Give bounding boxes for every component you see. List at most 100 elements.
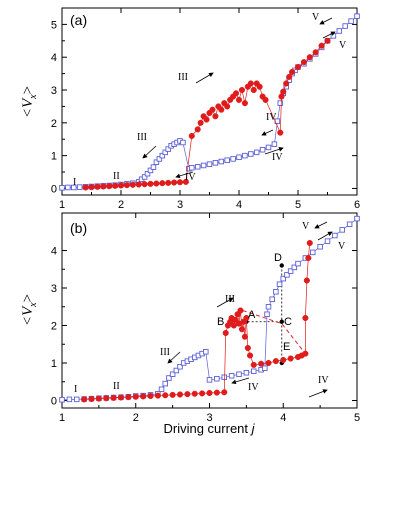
data-point-square (73, 396, 80, 403)
x-tick-label-4: 4 (236, 199, 242, 211)
regime-label-IV-a3: IV (272, 152, 283, 163)
data-point-circle (184, 391, 191, 398)
x-axis-label: Driving current j (163, 421, 255, 436)
point-label-D: D (274, 252, 282, 264)
panel-a-frame (61, 7, 358, 196)
data-point-circle (303, 277, 310, 284)
data-point-square (221, 374, 227, 381)
guide-red-dashed (242, 310, 306, 354)
data-point-square (295, 260, 301, 267)
regime-label-IV-b1: IV (248, 382, 259, 393)
data-point-circle (176, 179, 184, 186)
y-tick-label-0: 0 (51, 183, 57, 195)
data-point-square (277, 100, 284, 106)
data-point-circle (129, 181, 136, 188)
arrow-b-V-left (314, 221, 328, 229)
y-tick-label-3: 3 (51, 283, 57, 295)
data-point-circle (221, 389, 228, 396)
arrow-b-IV-left (231, 377, 250, 385)
data-point-circle (302, 350, 309, 357)
y-tick-label-5: 5 (51, 19, 57, 31)
panel-a-annotations: I II III III IV IV IV V V (73, 12, 347, 188)
x-tick-label-2: 2 (133, 412, 139, 424)
data-point-square (248, 151, 254, 157)
x-tick-label-6: 6 (354, 199, 360, 211)
ylabel-b-sub: x (28, 302, 39, 308)
data-point-circle (123, 182, 130, 189)
data-point-circle (209, 106, 216, 113)
data-point-circle (318, 42, 325, 49)
data-point-square (262, 365, 268, 372)
data-point-square (264, 311, 270, 318)
data-point-square (159, 152, 166, 159)
svg-text:<Vx>: <Vx> (20, 86, 39, 118)
data-point-circle (233, 90, 240, 97)
data-point-square (242, 152, 248, 159)
data-point-square (348, 18, 354, 24)
data-point-square (324, 238, 331, 244)
ylabel-b-main: <V (20, 305, 36, 326)
data-point-square (332, 232, 338, 239)
data-point-circle (238, 86, 245, 94)
data-point-circle (232, 316, 239, 323)
xlabel-prefix: Driving current (163, 421, 251, 436)
data-point-square (342, 23, 348, 29)
x-tick-label-2: 2 (118, 199, 124, 211)
x-tick-label-5: 5 (354, 412, 360, 424)
data-point-circle (235, 96, 243, 103)
data-point-circle (81, 396, 88, 403)
regime-label-V-a2: V (339, 40, 347, 51)
x-tick-label-1: 1 (59, 199, 65, 211)
arrow-b-V-right (317, 231, 333, 241)
arrow-b-IV-right (308, 389, 328, 398)
point-D (279, 263, 284, 268)
xlabel-var: j (250, 421, 256, 436)
data-point-circle (262, 96, 269, 103)
data-point-square (66, 396, 73, 403)
regime-label-V-b2: V (338, 241, 346, 252)
data-point-square (150, 164, 157, 170)
data-point-circle (306, 239, 313, 247)
arrow-a-III-up (195, 72, 214, 84)
data-point-circle (140, 393, 147, 400)
data-point-circle (280, 356, 287, 364)
regime-label-IV-a1: IV (185, 172, 196, 183)
regime-label-III-lower: III (137, 132, 147, 143)
data-point-circle (247, 80, 254, 87)
data-point-circle (188, 132, 195, 139)
data-point-circle (176, 391, 184, 398)
data-point-square (269, 296, 275, 303)
data-point-circle (95, 395, 102, 402)
arrow-b-III-up (216, 297, 234, 308)
data-point-circle (222, 329, 229, 337)
point-label-B: B (217, 316, 224, 328)
arrow-a-V-left (319, 17, 333, 25)
data-point-circle (88, 184, 95, 191)
series-line-0 (61, 218, 358, 401)
data-point-circle (165, 179, 172, 186)
regime-label-III-b-lower: III (160, 347, 170, 358)
point-C (279, 319, 284, 324)
data-point-circle (106, 183, 113, 190)
data-point-circle (256, 83, 263, 90)
data-point-square (212, 160, 219, 166)
panel-b-y-ticks: 0 1 2 3 4 (51, 246, 357, 408)
data-point-circle (162, 392, 169, 399)
data-point-circle (243, 314, 250, 322)
data-point-square (273, 289, 279, 295)
ylabel-b-close: > (20, 294, 36, 302)
data-point-circle (197, 119, 204, 126)
panel-a-data (59, 13, 360, 191)
data-point-circle (191, 390, 198, 397)
data-point-circle (241, 333, 248, 340)
ylabel-a-sub: x (28, 94, 39, 100)
data-point-circle (238, 326, 245, 333)
regime-label-I-b: I (74, 384, 77, 395)
series-line-1 (84, 242, 311, 400)
data-point-circle (194, 126, 201, 133)
data-point-circle (154, 392, 161, 399)
x-tick-label-3: 3 (177, 199, 183, 211)
svg-text:<Vx>: <Vx> (20, 294, 39, 326)
panel-a-y-ticks: 0 1 2 3 4 5 (51, 19, 357, 195)
